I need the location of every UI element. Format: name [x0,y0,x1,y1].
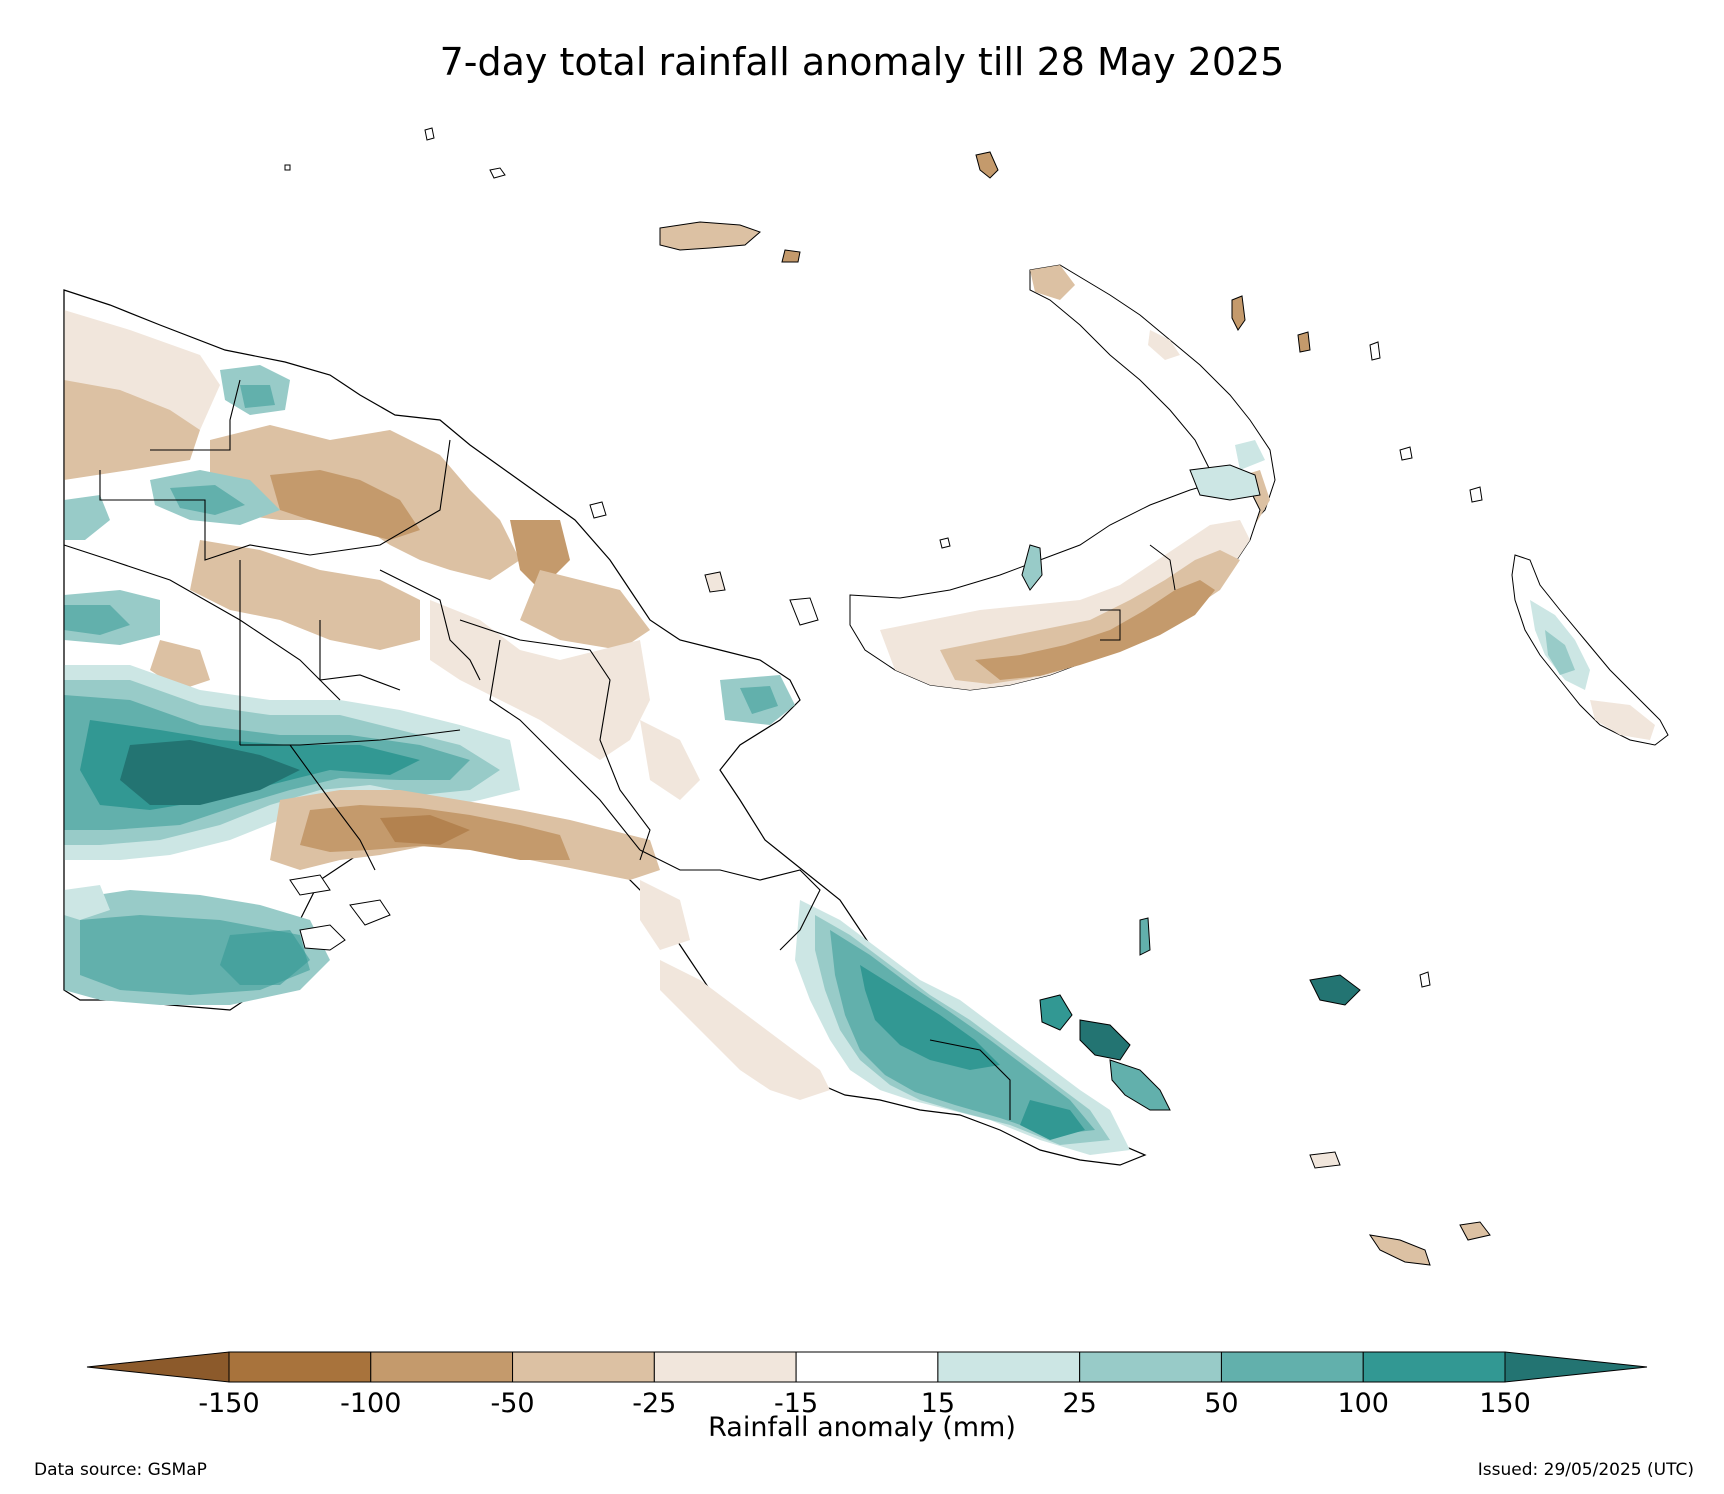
colorbar-extend-low [86,1351,230,1383]
province-boundaries [63,290,1011,1120]
manus-island [589,151,1311,626]
gulf-islands [289,874,391,951]
colorbar-tick-label: -25 [632,1388,676,1419]
colorbar: -150 -100 -50 -25 -15 15 25 50 100 150 [86,1351,1648,1419]
new-britain [849,464,1261,691]
colorbar-bin [370,1351,514,1383]
colorbar-tick-label: -15 [774,1388,818,1419]
colorbar-tick-label: 15 [921,1388,955,1419]
issued-date-note: Issued: 29/05/2025 (UTC) [1477,1460,1694,1480]
colorbar-tick-label: 25 [1062,1388,1096,1419]
south-east-peninsula [660,900,1130,1155]
data-source-note: Data source: GSMaP [34,1460,207,1480]
colorbar-bin [512,1351,655,1383]
scattered-islets [284,127,1483,988]
gulf-dry-band [270,790,690,950]
colorbar-bin [795,1351,939,1383]
colorbar-bin [1362,1351,1506,1383]
colorbar-bin [937,1351,1081,1383]
colorbar-label: Rainfall anomaly (mm) [708,1412,1016,1443]
colorbar-bin [653,1351,797,1383]
milne-bay-islands [1039,917,1491,1266]
colorbar-tick-label: 150 [1479,1388,1531,1419]
colorbar-bin [1220,1351,1364,1383]
colorbar-tick-label: 100 [1337,1388,1389,1419]
colorbar-tick-label: -100 [340,1388,401,1419]
colorbar-extend-high [1504,1351,1648,1383]
bougainville [1511,554,1669,746]
map-title: 7-day total rainfall anomaly till 28 May… [439,40,1285,84]
south-west-wet-band [64,665,520,1005]
western-mainland-anomalies [64,310,795,800]
colorbar-bin [228,1351,372,1383]
colorbar-tick-label: -150 [198,1388,259,1419]
colorbar-bin [1079,1351,1222,1383]
colorbar-tick-label: -50 [491,1388,535,1419]
colorbar-tick-label: 50 [1204,1388,1238,1419]
